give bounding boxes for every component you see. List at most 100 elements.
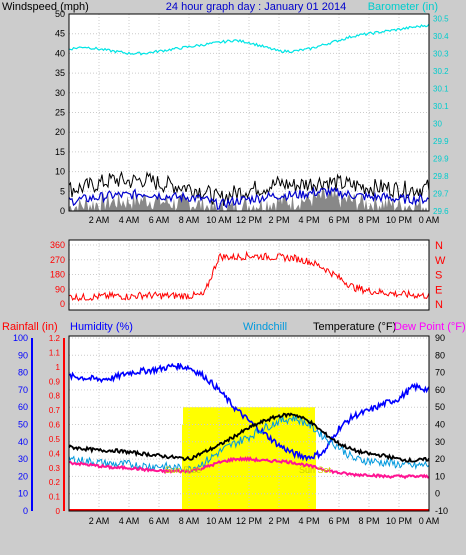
x-tick-label: 0 AM: [419, 215, 440, 225]
x-tick-label: 2 AM: [89, 215, 110, 225]
y-tick-label: 360: [50, 240, 65, 250]
x-tick-label: 12 PM: [236, 215, 262, 225]
humidity-tick-label: 30: [18, 454, 28, 464]
wind-direction-panel: 0 N 90 E 180 S 270 W 360 N 2 AM 4 AM 6 AM 8 AM 10 AM 12…: [50, 0, 446, 311]
legend-windchill: Windchill: [243, 321, 287, 333]
temp-tick-label: 50: [435, 402, 445, 412]
y2-tick-label: 29.9: [433, 154, 449, 163]
y-tick-label: 0: [60, 299, 65, 309]
series-humidity: [68, 362, 430, 462]
rainfall-tick-label: 0.9: [49, 377, 61, 386]
x-tick-label: 6 AM: [149, 215, 170, 225]
legend-rainfall: Rainfall (in): [2, 321, 58, 333]
x-tick-label: 4 AM: [119, 0, 140, 2]
x-tick-label: 2 PM: [268, 0, 289, 2]
y2-tick-label: 30.1: [433, 102, 449, 111]
humidity-tick-label: 80: [18, 368, 28, 378]
compass-label: W: [435, 255, 446, 267]
temp-tick-label: 80: [435, 350, 445, 360]
y-tick-label: 0: [60, 206, 65, 216]
y2-tick-label: 30.3: [433, 49, 449, 58]
rainfall-tick-label: 0.7: [49, 406, 61, 415]
x-tick-label: 8 PM: [358, 0, 379, 2]
series-wind-direction: [68, 250, 430, 302]
legend-dew-point: Dew Point (°F): [394, 321, 466, 333]
y2-tick-label: 30.5: [433, 14, 449, 23]
temp-tick-label: -10: [435, 506, 448, 516]
y2-tick-label: 29.7: [433, 189, 449, 198]
x-tick-label: 2 AM: [89, 0, 110, 2]
x-tick-label: 12 PM: [236, 0, 262, 2]
x-tick-label: 6 PM: [328, 0, 349, 2]
humidity-tick-label: 100: [13, 333, 28, 343]
sunrise-label: Sun Rise: [165, 465, 202, 475]
panel-border: [68, 239, 430, 311]
x-tick-label: 4 PM: [298, 0, 319, 2]
x-tick-label: 6 PM: [328, 215, 349, 225]
humidity-tick-label: 10: [18, 489, 28, 499]
temp-tick-label: 30: [435, 437, 445, 447]
rainfall-tick-label: 1.1: [49, 348, 61, 357]
y-tick-label: 40: [55, 48, 65, 58]
rainfall-tick-label: 1: [56, 363, 61, 372]
series-windspeed-avg: [68, 186, 430, 210]
temp-tick-label: 0: [435, 489, 440, 499]
rainfall-tick-label: 0.3: [49, 464, 61, 473]
y-tick-label: 5: [60, 186, 65, 196]
y2-tick-label: 29.6: [433, 207, 449, 216]
humidity-tick-label: 90: [18, 350, 28, 360]
y-tick-label: 90: [55, 284, 65, 294]
x-tick-label: 2 PM: [268, 516, 289, 526]
rainfall-tick-label: 0.6: [49, 421, 61, 430]
temp-tick-label: 90: [435, 333, 445, 343]
chart-title: 24 hour graph day : January 01 2014: [166, 1, 346, 13]
rainfall-tick-label: 1.2: [49, 334, 61, 343]
x-tick-label: 8 PM: [358, 516, 379, 526]
barometer-axis-label: Barometer (in): [368, 1, 438, 13]
humidity-tick-label: 50: [18, 420, 28, 430]
y-tick-label: 35: [55, 68, 65, 78]
x-tick-label: 8 PM: [358, 215, 379, 225]
y-tick-label: 270: [50, 255, 65, 265]
y2-tick-label: 30.1: [433, 84, 449, 93]
compass-label: S: [435, 270, 442, 282]
y2-tick-label: 30.4: [433, 32, 449, 41]
temp-tick-label: 20: [435, 454, 445, 464]
y2-tick-label: 29.9: [433, 137, 449, 146]
x-tick-label: 4 AM: [119, 516, 140, 526]
x-tick-label: 10 PM: [386, 215, 412, 225]
x-tick-label: 10 AM: [206, 516, 232, 526]
x-tick-label: 6 PM: [328, 516, 349, 526]
series-barometer: [68, 23, 430, 56]
x-tick-label: 8 AM: [179, 516, 200, 526]
rainfall-tick-label: 0.5: [49, 435, 61, 444]
rainfall-tick-label: 0.4: [49, 449, 61, 458]
y-tick-label: 30: [55, 88, 65, 98]
x-tick-label: 6 AM: [149, 516, 170, 526]
humidity-tick-label: 40: [18, 437, 28, 447]
temperature-panel: -100102030405060708090010203040506070809…: [13, 333, 448, 526]
x-tick-label: 4 PM: [298, 215, 319, 225]
series-temperature: [68, 412, 430, 463]
y2-tick-label: 29.8: [433, 172, 449, 181]
series-dew-point: [68, 455, 430, 480]
compass-label: N: [435, 299, 443, 311]
y-tick-label: 45: [55, 29, 65, 39]
x-tick-label: 10 AM: [206, 0, 232, 2]
x-tick-label: 2 PM: [268, 215, 289, 225]
x-tick-label: 8 AM: [179, 0, 200, 2]
windspeed-axis-label: Windspeed (mph): [2, 1, 89, 13]
x-tick-label: 10 PM: [386, 0, 412, 2]
y-tick-label: 15: [55, 147, 65, 157]
y-tick-label: 10: [55, 167, 65, 177]
x-tick-label: 12 PM: [236, 516, 262, 526]
temp-tick-label: 70: [435, 368, 445, 378]
x-tick-label: 0 AM: [419, 516, 440, 526]
panel-border: [68, 335, 430, 512]
compass-label: N: [435, 240, 443, 252]
y-tick-label: 180: [50, 270, 65, 280]
rainfall-tick-label: 0.2: [49, 478, 61, 487]
x-tick-label: 2 AM: [89, 516, 110, 526]
x-tick-label: 4 PM: [298, 516, 319, 526]
